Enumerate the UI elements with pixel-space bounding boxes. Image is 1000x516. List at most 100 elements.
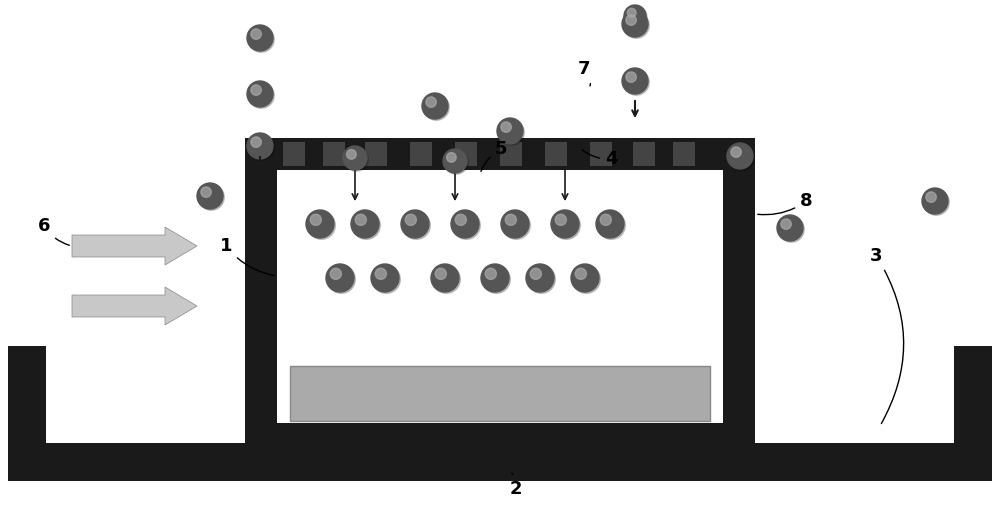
Circle shape [498,119,524,146]
Circle shape [926,192,936,202]
FancyArrow shape [72,227,197,265]
Circle shape [555,214,566,225]
Circle shape [451,210,479,238]
Circle shape [625,6,647,28]
Text: 4: 4 [582,150,618,168]
Circle shape [923,189,949,215]
Circle shape [530,268,541,279]
Circle shape [600,214,611,225]
Circle shape [455,214,466,225]
Circle shape [423,94,449,120]
Bar [633,142,655,166]
Circle shape [551,210,579,238]
Bar [410,142,432,166]
Circle shape [402,212,430,239]
Bar [323,142,345,166]
Circle shape [622,11,648,37]
Circle shape [198,184,224,211]
Bar [8,443,992,481]
Circle shape [422,93,448,119]
Circle shape [443,149,467,173]
Circle shape [251,137,261,147]
Circle shape [326,264,354,292]
Circle shape [375,268,386,279]
Circle shape [481,264,509,292]
Circle shape [728,144,754,170]
Circle shape [482,265,510,294]
Circle shape [344,147,368,171]
Circle shape [781,219,791,229]
Circle shape [247,25,273,51]
Circle shape [922,188,948,214]
Circle shape [447,153,456,162]
Circle shape [307,212,335,239]
Bar [290,366,710,421]
Circle shape [731,147,741,157]
Circle shape [405,214,416,225]
Circle shape [355,214,366,225]
Bar [245,138,755,170]
Bar [455,142,477,166]
Circle shape [622,68,648,94]
Circle shape [201,187,211,197]
Circle shape [624,5,646,27]
Circle shape [623,12,649,38]
Bar [954,346,992,481]
Text: 7: 7 [578,60,590,86]
Circle shape [572,265,600,294]
Bar [723,148,755,443]
Circle shape [778,216,804,243]
Bar [673,142,695,166]
Text: 3: 3 [870,247,904,424]
Circle shape [501,122,511,132]
Bar [500,142,522,166]
Circle shape [351,210,379,238]
Circle shape [371,264,399,292]
Circle shape [527,265,555,294]
Circle shape [310,214,321,225]
Bar [245,148,277,443]
Circle shape [627,8,636,17]
Circle shape [485,268,496,279]
Circle shape [552,212,580,239]
Circle shape [502,212,530,239]
Circle shape [431,264,459,292]
Circle shape [327,265,355,294]
Text: 5: 5 [481,140,508,171]
Circle shape [452,212,480,239]
Circle shape [401,210,429,238]
Circle shape [347,150,356,159]
Circle shape [372,265,400,294]
Circle shape [248,134,274,160]
Circle shape [727,143,753,169]
Circle shape [501,210,529,238]
Circle shape [444,150,468,174]
Circle shape [248,26,274,52]
Circle shape [626,72,636,82]
Circle shape [330,268,341,279]
Circle shape [343,146,367,170]
Bar [590,142,612,166]
Circle shape [426,97,436,107]
Circle shape [571,264,599,292]
Circle shape [626,15,636,25]
Circle shape [505,214,516,225]
Bar [245,423,755,443]
Text: 2: 2 [510,473,522,498]
Bar [283,142,305,166]
Circle shape [432,265,460,294]
Circle shape [247,133,273,159]
Circle shape [596,210,624,238]
Text: 6: 6 [38,217,69,245]
FancyArrow shape [72,287,197,325]
Circle shape [247,81,273,107]
Text: 1: 1 [220,237,274,276]
Circle shape [777,215,803,241]
Circle shape [248,82,274,108]
Bar [365,142,387,166]
Circle shape [526,264,554,292]
Circle shape [575,268,586,279]
Circle shape [197,183,223,209]
Circle shape [251,29,261,39]
Bar [545,142,567,166]
